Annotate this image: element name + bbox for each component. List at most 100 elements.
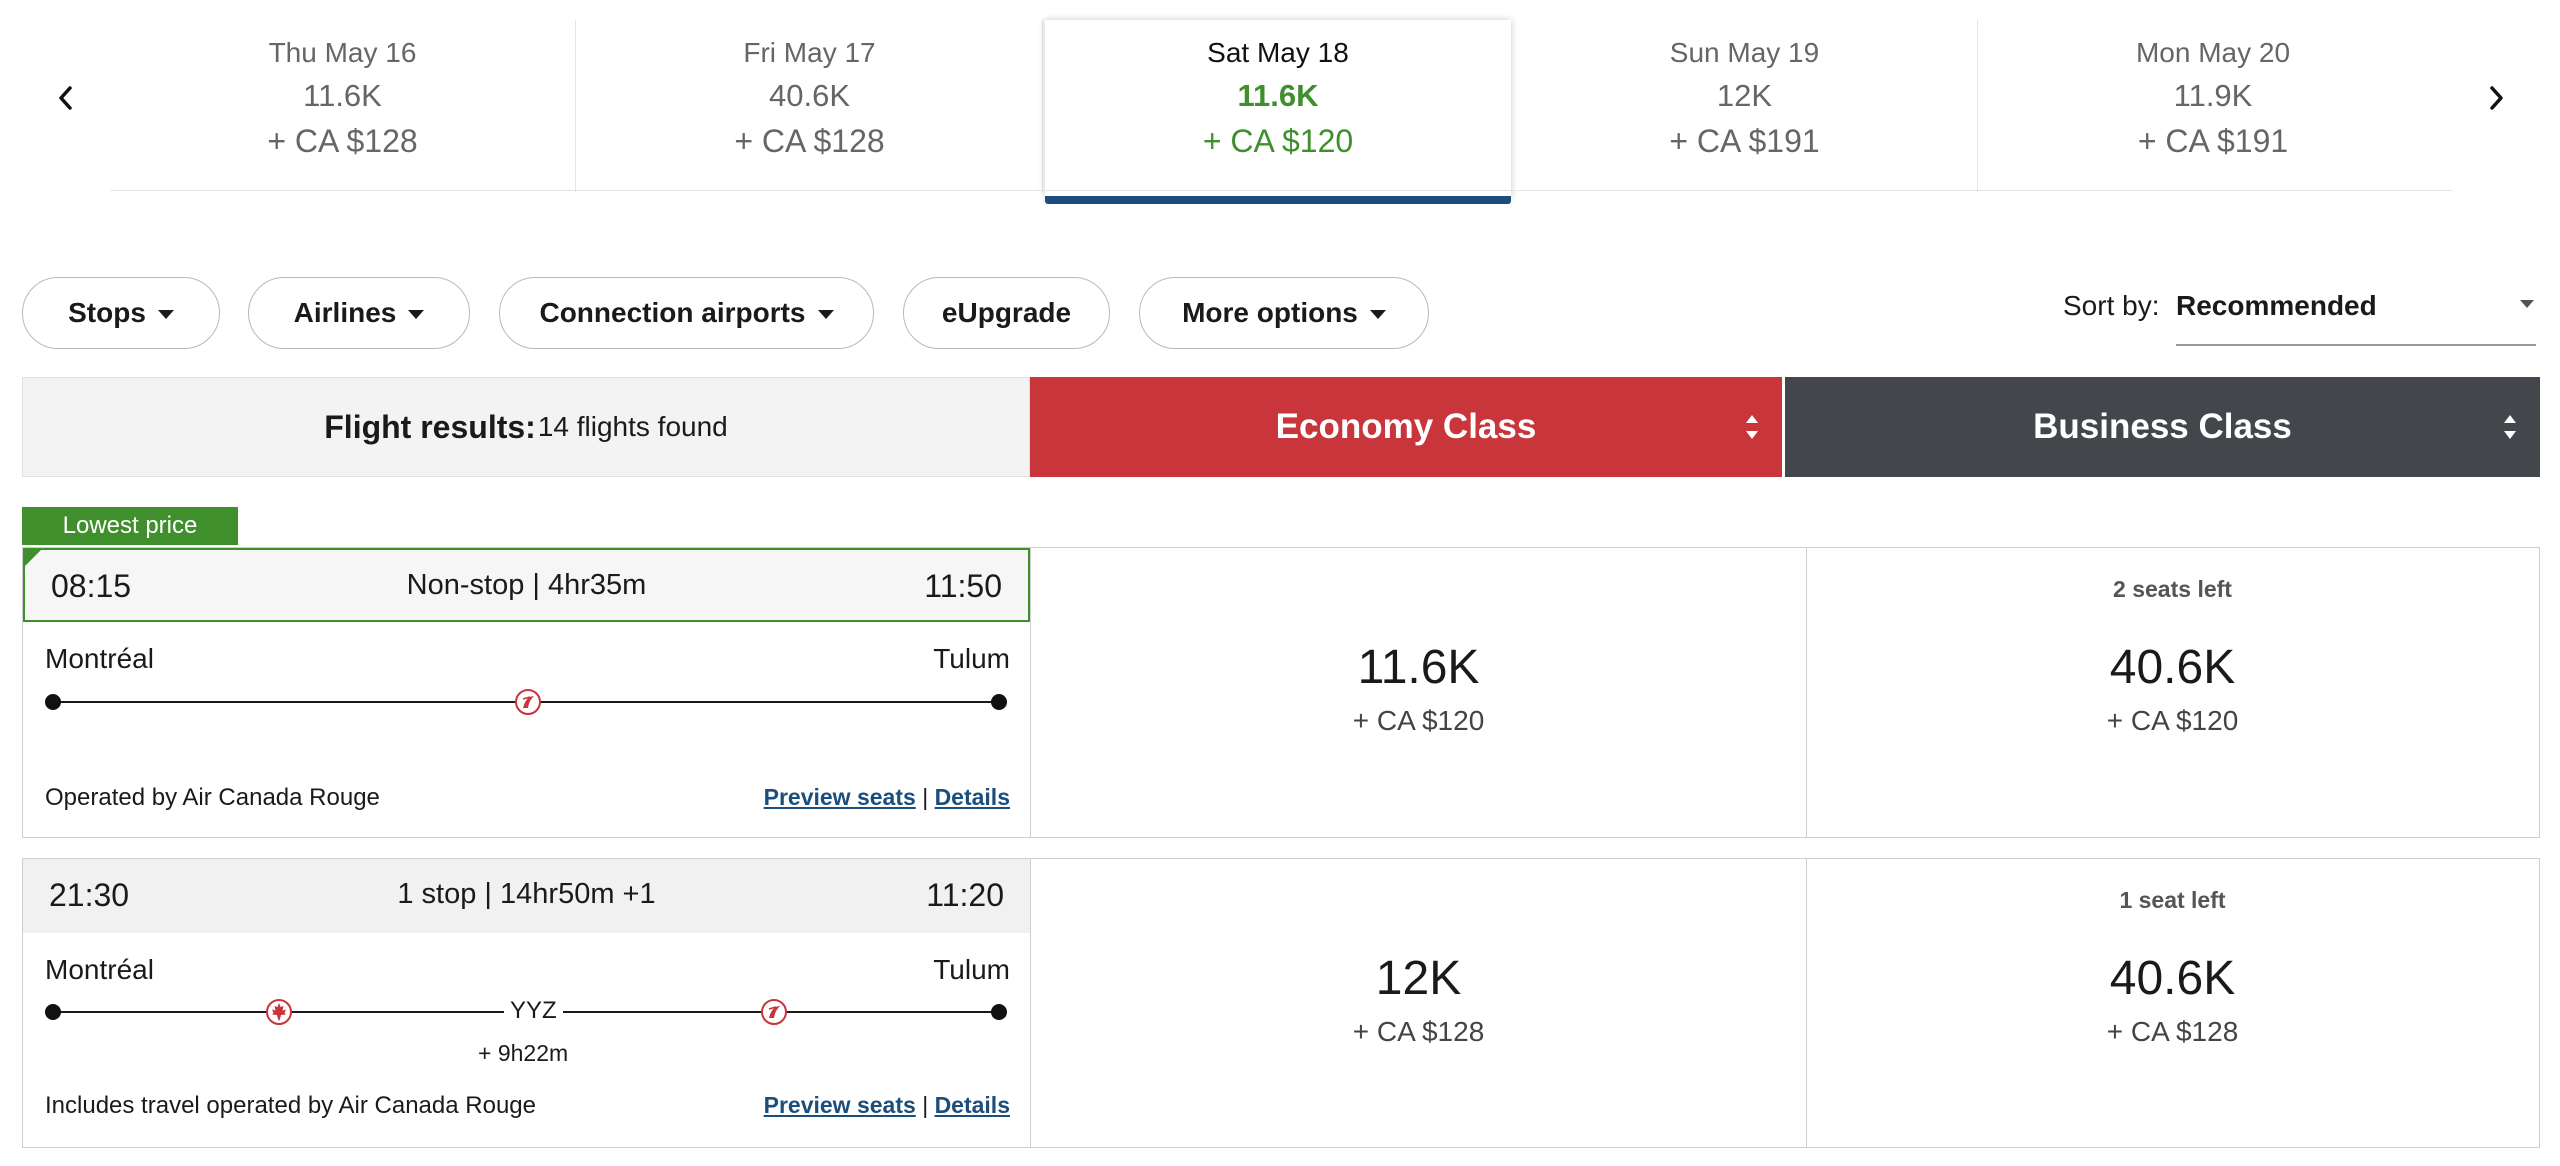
operated-by: Operated by Air Canada Rouge xyxy=(45,784,380,811)
business-fare-cell[interactable]: 1 seat left 40.6K + CA $128 xyxy=(1806,858,2540,1148)
details-link[interactable]: Details xyxy=(934,784,1010,810)
flight-card: 21:30 1 stop | 14hr50m +1 11:20 Montréal… xyxy=(22,858,2540,1148)
date-label: Thu May 16 xyxy=(268,37,417,68)
arrival-time: 11:50 xyxy=(924,568,1002,604)
date-tab-mon-may-20[interactable]: Mon May 20 11.9K + CA $191 xyxy=(1980,20,2446,192)
caret-down-icon xyxy=(2520,300,2534,308)
business-class-header[interactable]: Business Class xyxy=(1785,377,2540,477)
origin-city: Montréal xyxy=(45,643,154,674)
business-class-label: Business Class xyxy=(2033,407,2292,446)
flight-results-header: Flight results: 14 flights found xyxy=(22,377,1030,477)
date-strip-divider xyxy=(110,190,2452,191)
business-cash: + CA $128 xyxy=(2106,1016,2239,1047)
caret-down-icon xyxy=(157,309,174,319)
connection-airports-filter-button[interactable]: Connection airports xyxy=(499,277,874,349)
airlines-filter-label: Airlines xyxy=(293,297,397,328)
date-label: Mon May 20 xyxy=(2135,37,2291,68)
seats-left: 1 seat left xyxy=(2119,887,2226,913)
date-points: 40.6K xyxy=(768,78,850,113)
economy-class-label: Economy Class xyxy=(1275,407,1537,446)
flight-summary: Non-stop | 4hr35m xyxy=(406,569,647,601)
flight-itinerary[interactable]: 21:30 1 stop | 14hr50m +1 11:20 Montréal… xyxy=(22,858,1030,1148)
date-cash: + CA $128 xyxy=(267,123,418,159)
date-cash: + CA $120 xyxy=(1202,123,1354,159)
economy-points: 12K xyxy=(1375,952,1462,1005)
destination-city: Tulum xyxy=(933,643,1010,674)
economy-fare-cell[interactable]: 12K + CA $128 xyxy=(1030,858,1807,1148)
date-strip: Thu May 16 11.6K + CA $128 Fri May 17 40… xyxy=(0,0,2560,205)
air-canada-rouge-logo-icon xyxy=(761,999,787,1025)
date-tab-thu-may-16[interactable]: Thu May 16 11.6K + CA $128 xyxy=(110,20,576,192)
stop-airport-code: YYZ xyxy=(504,997,563,1025)
date-cash: + CA $191 xyxy=(1669,123,1820,159)
date-points: 11.9K xyxy=(2173,78,2253,113)
sort-arrows-icon xyxy=(2504,415,2516,439)
link-separator: | xyxy=(922,784,929,810)
date-tab-sun-may-19[interactable]: Sun May 19 12K + CA $191 xyxy=(1512,20,1978,192)
date-label: Sat May 18 xyxy=(1207,37,1349,68)
business-points: 40.6K xyxy=(2109,952,2236,1005)
origin-dot xyxy=(45,1004,61,1020)
flight-links: Preview seats | Details xyxy=(764,784,1010,811)
flight-time-bar: 21:30 1 stop | 14hr50m +1 11:20 xyxy=(23,859,1030,933)
flight-results-label: Flight results: xyxy=(324,408,536,445)
economy-cash: + CA $128 xyxy=(1352,1016,1485,1047)
preview-seats-link[interactable]: Preview seats xyxy=(763,784,916,810)
departure-time: 21:30 xyxy=(49,877,130,913)
sort-by-value: Recommended xyxy=(2176,290,2377,321)
more-options-filter-button[interactable]: More options xyxy=(1139,277,1429,349)
business-cash: + CA $120 xyxy=(2106,705,2239,736)
economy-cash: + CA $120 xyxy=(1352,705,1485,736)
details-link[interactable]: Details xyxy=(934,1092,1010,1118)
sort-arrows-icon xyxy=(1746,415,1758,439)
chevron-left-icon[interactable] xyxy=(36,68,96,128)
flight-links: Preview seats | Details xyxy=(764,1092,1010,1119)
more-options-filter-label: More options xyxy=(1182,297,1358,328)
caret-down-icon xyxy=(408,309,425,319)
date-cash: + CA $128 xyxy=(734,123,885,159)
flight-card: 08:15 Non-stop | 4hr35m 11:50 Montréal T… xyxy=(22,547,2540,838)
arrival-time: 11:20 xyxy=(926,877,1004,913)
economy-class-header[interactable]: Economy Class xyxy=(1030,377,1782,477)
stops-filter-button[interactable]: Stops xyxy=(22,277,220,349)
date-points: 11.6K xyxy=(303,78,382,113)
air-canada-maple-leaf-icon xyxy=(266,999,292,1025)
airlines-filter-button[interactable]: Airlines xyxy=(248,277,470,349)
origin-city: Montréal xyxy=(45,954,154,985)
economy-points: 11.6K xyxy=(1357,641,1480,694)
seats-left: 2 seats left xyxy=(2113,576,2232,602)
sort-by-label: Sort by: xyxy=(2063,290,2160,321)
link-separator: | xyxy=(922,1092,929,1118)
selected-date-indicator xyxy=(1045,196,1511,204)
caret-down-icon xyxy=(817,309,834,319)
date-tab-sat-may-18[interactable]: Sat May 18 11.6K + CA $120 xyxy=(1045,20,1511,204)
operated-by: Includes travel operated by Air Canada R… xyxy=(45,1092,536,1119)
caret-down-icon xyxy=(1369,309,1386,319)
date-points: 11.6K xyxy=(1237,78,1319,113)
destination-city: Tulum xyxy=(933,954,1010,985)
sort-by-select[interactable]: Recommended xyxy=(2176,280,2536,346)
air-canada-rouge-logo-icon xyxy=(515,689,541,715)
flight-time-bar: 08:15 Non-stop | 4hr35m 11:50 xyxy=(23,548,1030,622)
date-tab-fri-may-17[interactable]: Fri May 17 40.6K + CA $128 xyxy=(577,20,1043,192)
layover-duration: + 9h22m xyxy=(478,1040,569,1066)
chevron-right-icon[interactable] xyxy=(2466,68,2526,128)
date-label: Fri May 17 xyxy=(743,37,876,68)
date-cash: + CA $191 xyxy=(2137,123,2289,159)
departure-time: 08:15 xyxy=(51,568,132,604)
date-points: 12K xyxy=(1716,78,1773,113)
flight-itinerary[interactable]: 08:15 Non-stop | 4hr35m 11:50 Montréal T… xyxy=(22,547,1030,838)
flight-results-count: 14 flights found xyxy=(537,411,728,442)
date-label: Sun May 19 xyxy=(1669,37,1820,68)
preview-seats-link[interactable]: Preview seats xyxy=(763,1092,916,1118)
business-fare-cell[interactable]: 2 seats left 40.6K + CA $120 xyxy=(1806,547,2540,838)
destination-dot xyxy=(991,694,1007,710)
corner-marker xyxy=(25,550,41,566)
economy-fare-cell[interactable]: 11.6K + CA $120 xyxy=(1030,547,1807,838)
connection-airports-filter-label: Connection airports xyxy=(539,297,806,328)
stops-filter-label: Stops xyxy=(68,297,146,328)
eupgrade-filter-label: eUpgrade xyxy=(941,297,1072,328)
lowest-price-badge: Lowest price xyxy=(22,507,238,545)
eupgrade-filter-button[interactable]: eUpgrade xyxy=(903,277,1110,349)
origin-dot xyxy=(45,694,61,710)
